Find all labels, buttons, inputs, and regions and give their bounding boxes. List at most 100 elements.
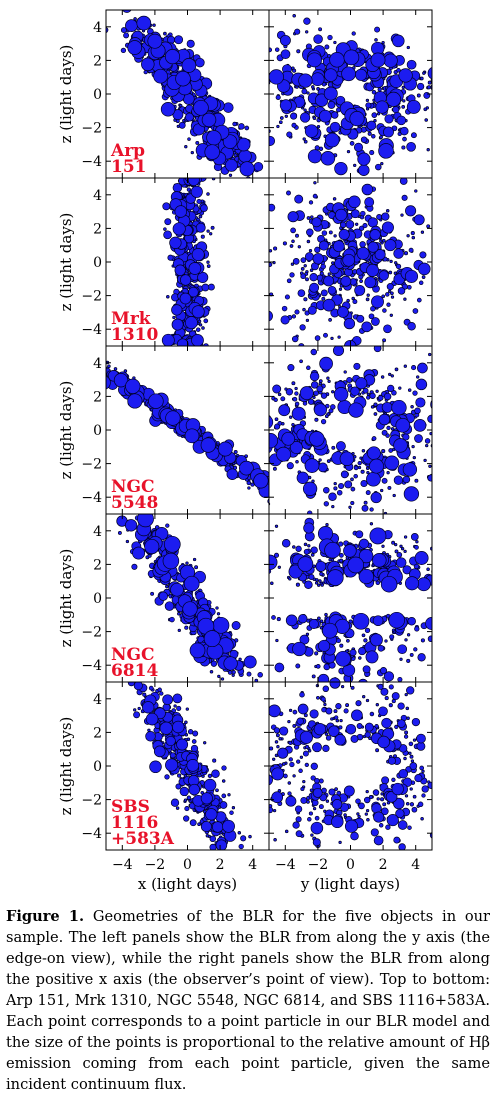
object-label-line: 1116: [111, 813, 158, 833]
blr-particle: [437, 432, 440, 435]
blr-particle: [428, 352, 432, 357]
blr-particle: [280, 396, 286, 402]
blr-particle: [366, 392, 371, 396]
blr-particle: [221, 765, 227, 771]
blr-particle: [320, 583, 324, 587]
blr-particle: [431, 765, 432, 767]
blr-particle: [405, 205, 417, 217]
blr-particle: [314, 93, 329, 107]
blr-particle: [181, 58, 197, 73]
blr-particle: [312, 742, 322, 753]
blr-particle: [322, 622, 338, 639]
blr-particle: [305, 30, 309, 34]
blr-particle: [399, 657, 403, 661]
blr-particle: [301, 173, 304, 176]
blr-particle: [307, 510, 313, 514]
blr-particle: [369, 458, 384, 474]
blr-particle: [313, 181, 317, 185]
blr-particle: [310, 546, 318, 554]
blr-particle: [413, 214, 425, 226]
blr-particle: [384, 347, 390, 353]
blr-particle: [382, 802, 387, 807]
blr-particle: [299, 755, 304, 759]
blr-particle: [269, 135, 276, 146]
blr-particle: [365, 297, 370, 302]
object-label: NGC 5548: [111, 477, 158, 513]
blr-particle: [226, 179, 229, 182]
blr-particle: [353, 465, 359, 471]
blr-particle: [361, 183, 374, 196]
blr-particle: [255, 418, 262, 425]
blr-particle: [272, 384, 282, 394]
blr-particle: [149, 760, 162, 774]
blr-particle: [331, 799, 343, 810]
blr-particle: [334, 161, 348, 176]
blr-particle: [304, 124, 319, 138]
blr-particle: [355, 700, 362, 707]
blr-particle: [383, 53, 398, 68]
blr-particle: [415, 378, 428, 391]
blr-particle: [219, 801, 228, 809]
blr-particle: [403, 549, 407, 554]
blr-particle: [358, 164, 370, 176]
x-tick-label: 4: [248, 857, 257, 873]
blr-particle: [407, 388, 412, 392]
blr-particle: [341, 66, 356, 82]
blr-particle: [284, 497, 287, 500]
blr-particle: [332, 197, 337, 201]
blr-particle: [274, 524, 279, 528]
blr-particle: [184, 720, 188, 725]
blr-particle: [148, 393, 164, 409]
blr-particle: [271, 767, 285, 781]
z-tick-label: 2: [93, 389, 102, 405]
blr-particle: [353, 362, 361, 370]
blr-particle: [159, 691, 164, 696]
blr-particle: [189, 642, 206, 659]
blr-particle: [427, 474, 432, 482]
blr-particle: [207, 773, 213, 779]
blr-particle: [441, 269, 446, 274]
blr-particle: [200, 437, 216, 453]
blr-particle: [416, 93, 421, 98]
blr-particle: [427, 80, 432, 85]
object-label-line: 6814: [111, 661, 158, 681]
blr-particle: [163, 227, 167, 231]
blr-particle: [457, 790, 467, 800]
blr-particle: [188, 286, 199, 298]
blr-particle: [312, 193, 318, 199]
blr-particle: [408, 751, 412, 755]
blr-particle: [274, 485, 286, 497]
blr-particle: [397, 644, 408, 655]
blr-particle: [416, 297, 422, 303]
blr-particle: [343, 317, 356, 330]
blr-particle: [345, 703, 350, 708]
blr-particle: [318, 804, 324, 810]
blr-particle: [292, 774, 296, 778]
blr-particle: [350, 209, 360, 219]
blr-particle: [333, 234, 337, 238]
object-label: NGC 6814: [111, 645, 158, 681]
blr-particle: [86, 353, 89, 356]
blr-particle: [162, 552, 180, 570]
blr-particle: [367, 446, 381, 461]
blr-particle: [338, 700, 342, 704]
blr-particle: [356, 246, 370, 260]
blr-particle: [453, 755, 461, 763]
blr-particle: [303, 505, 306, 508]
blr-particle: [223, 656, 238, 671]
blr-particle: [251, 216, 254, 219]
blr-particle: [404, 692, 408, 697]
blr-particle: [411, 235, 416, 240]
blr-particle: [295, 830, 303, 838]
blr-particle: [391, 399, 407, 416]
blr-particle: [297, 245, 301, 249]
blr-particle: [416, 577, 431, 592]
blr-particle: [442, 461, 445, 464]
blr-particle: [348, 505, 352, 509]
blr-particle: [231, 670, 236, 675]
blr-particle: [133, 682, 143, 691]
blr-particle: [318, 458, 322, 462]
blr-particle: [186, 795, 192, 800]
blr-particle: [345, 220, 355, 229]
blr-particle: [200, 234, 205, 239]
